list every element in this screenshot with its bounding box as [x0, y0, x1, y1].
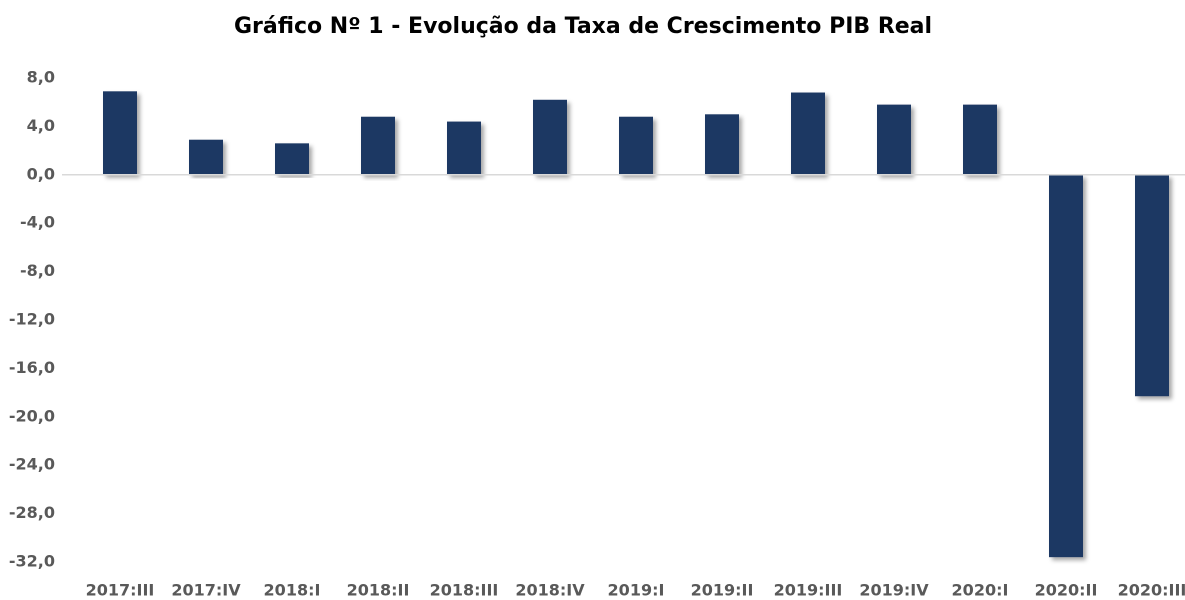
- x-tick-label: 2019:IV: [859, 581, 929, 600]
- bar: [361, 116, 395, 175]
- bar: [189, 139, 223, 175]
- x-tick-label: 2018:IV: [515, 581, 585, 600]
- y-tick-label: -16,0: [9, 358, 55, 377]
- bar: [1135, 174, 1169, 397]
- bar: [705, 114, 739, 175]
- chart-title: Gráfico Nº 1 - Evolução da Taxa de Cresc…: [234, 14, 932, 39]
- y-tick-label: 8,0: [27, 68, 55, 87]
- x-tick-label: 2017:IV: [171, 581, 241, 600]
- bar: [619, 116, 653, 175]
- x-tick-label: 2020:III: [1118, 581, 1185, 600]
- x-tick-label: 2018:III: [430, 581, 499, 600]
- x-tick-label: 2019:III: [774, 581, 843, 600]
- y-tick-label: 0,0: [27, 164, 55, 183]
- bar: [103, 91, 137, 175]
- bar: [877, 104, 911, 175]
- bar: [533, 99, 567, 175]
- x-tick-label: 2018:I: [264, 581, 321, 600]
- x-tick-label: 2019:II: [691, 581, 754, 600]
- bar: [1049, 174, 1083, 558]
- y-tick-label: -28,0: [9, 503, 55, 522]
- y-tick-label: -24,0: [9, 455, 55, 474]
- y-tick-label: 4,0: [27, 116, 55, 135]
- x-tick-label: 2019:I: [608, 581, 665, 600]
- x-tick-label: 2020:I: [952, 581, 1009, 600]
- y-tick-label: -12,0: [9, 310, 55, 329]
- bar: [791, 92, 825, 175]
- x-tick-label: 2017:III: [86, 581, 155, 600]
- bar: [447, 121, 481, 175]
- x-tick-label: 2018:II: [347, 581, 410, 600]
- x-tick-label: 2020:II: [1035, 581, 1098, 600]
- y-tick-label: -4,0: [20, 213, 55, 232]
- y-tick-label: -20,0: [9, 406, 55, 425]
- y-tick-label: -8,0: [20, 261, 55, 280]
- y-tick-label: -32,0: [9, 552, 55, 571]
- bar: [275, 143, 309, 175]
- bar: [963, 104, 997, 175]
